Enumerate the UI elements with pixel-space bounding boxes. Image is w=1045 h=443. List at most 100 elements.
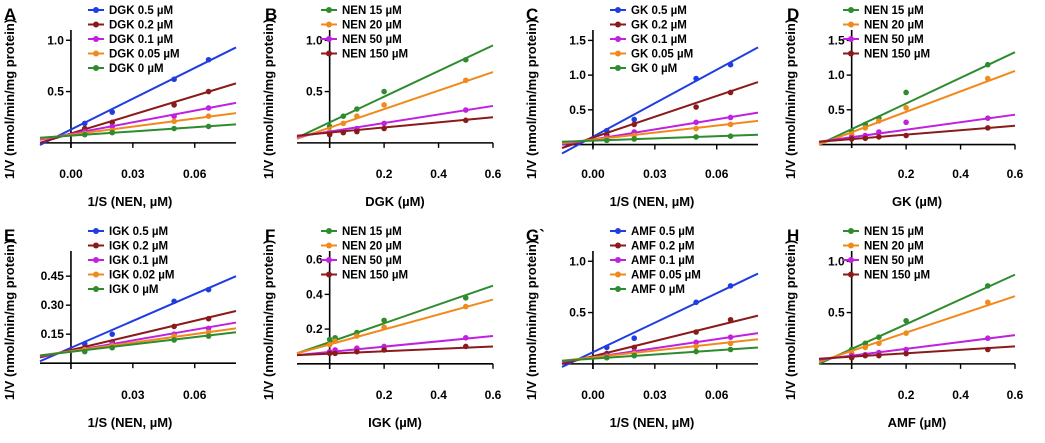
legend-marker: [848, 228, 854, 234]
data-point: [171, 323, 177, 330]
chart-svg: E 0.03 0.06 0.15 0.30 0.45 1/S (NEN, µM) 1/V (n…: [2, 226, 237, 430]
x-tick-label: 0.03: [643, 167, 667, 181]
legend-marker: [615, 271, 621, 278]
fit-line: [561, 338, 759, 362]
data-point: [109, 344, 116, 351]
data-point: [693, 104, 699, 110]
data-point: [326, 341, 333, 348]
legend-marker: [615, 21, 621, 28]
data-point: [354, 106, 360, 112]
data-point: [81, 341, 88, 347]
data-point: [381, 125, 387, 132]
data-point: [462, 343, 469, 350]
y-tick-label: 1.0: [47, 33, 64, 47]
y-axis-title: 1/V (nmol/min/mg protein): [783, 240, 798, 400]
panel-A: A 0.00 0.03 0.06 0.5 1.0 1/S (NEN, µM) 1/V (nmo…: [0, 0, 261, 221]
data-point: [205, 325, 212, 332]
fit-line: [39, 331, 237, 357]
legend-marker: [93, 257, 99, 263]
data-point: [903, 330, 909, 336]
data-point: [340, 120, 347, 127]
legend-marker: [93, 50, 99, 57]
data-point: [984, 115, 991, 121]
data-point: [848, 136, 855, 142]
data-point: [462, 334, 469, 341]
fit-line: [561, 346, 759, 362]
x-tick-label: 0.2: [376, 167, 393, 181]
data-point: [903, 132, 909, 139]
legend-label: NEN 150 µM: [342, 270, 408, 282]
data-point: [381, 102, 387, 108]
x-tick-label: 0.00: [59, 167, 83, 181]
data-point: [354, 128, 360, 135]
legend-marker: [326, 242, 332, 249]
x-axis-title: 1/S (NEN, µM): [610, 415, 695, 430]
legend-marker: [615, 242, 621, 249]
y-tick-label: 1.0: [828, 68, 845, 82]
y-axis-title: 1/V (nmol/min/mg protein): [261, 240, 276, 400]
panel-label: E: [4, 226, 15, 245]
x-axis-title: 1/S (NEN, µM): [610, 194, 695, 209]
data-point: [693, 329, 699, 335]
legend-label: AMF 0.2 µM: [631, 241, 695, 253]
panel-label: A: [4, 5, 16, 24]
legend-label: NEN 50 µM: [342, 255, 402, 267]
x-tick-label: 0.6: [485, 167, 502, 181]
legend-label: AMF 0.1 µM: [631, 255, 695, 267]
x-tick-label: 0.6: [485, 388, 502, 402]
data-point: [693, 343, 699, 350]
y-tick-label: 0.45: [41, 269, 65, 283]
legend-marker: [326, 271, 332, 278]
data-point: [903, 346, 909, 353]
data-point: [109, 109, 116, 115]
data-point: [205, 315, 212, 322]
data-point: [876, 129, 882, 135]
x-tick-label: 0.06: [183, 388, 207, 402]
chart-svg: F 0.2 0.4 0.6 0.2 0.4 0.6 IGK (µM) 1/V (nmol/min…: [261, 226, 502, 430]
data-point: [171, 76, 177, 83]
data-point: [171, 118, 177, 125]
x-tick-label: 0.03: [643, 388, 667, 402]
y-tick-label: 0.15: [41, 327, 65, 341]
data-point: [205, 88, 212, 95]
data-point: [205, 105, 212, 111]
legend-label: IGK 0 µM: [109, 284, 158, 296]
data-point: [876, 352, 882, 359]
panel-B: B 0.2 0.4 0.6 0.5 1.0 DGK (µM) 1/V (nmol/min/mg…: [261, 0, 522, 221]
y-tick-label: 1.5: [828, 33, 845, 47]
y-axis-title: 1/V (nmol/min/mg protein): [2, 240, 17, 400]
y-tick-label: 0.5: [47, 85, 64, 99]
data-point: [340, 113, 347, 119]
legend-marker: [93, 7, 99, 13]
legend-label: NEN 50 µM: [864, 255, 924, 267]
data-point: [171, 337, 177, 343]
legend-marker: [326, 7, 332, 13]
data-point: [693, 75, 699, 82]
legend-marker: [615, 65, 621, 71]
legend-label: IGK 0.2 µM: [109, 241, 168, 253]
legend-marker: [93, 21, 99, 28]
data-point: [81, 348, 88, 355]
y-tick-label: 0.4: [306, 287, 323, 301]
legend-label: NEN 20 µM: [342, 241, 402, 253]
legend-label: GK 0.05 µM: [631, 49, 693, 61]
data-point: [171, 298, 177, 305]
data-point: [876, 334, 882, 340]
legend-marker: [615, 286, 621, 292]
chart-svg: A 0.00 0.03 0.06 0.5 1.0 1/S (NEN, µM) 1/V (nmo…: [2, 5, 237, 209]
panel-H: H 0.2 0.4 0.6 0.5 1.0 AMF (µM) 1/V (nmol/min/mg…: [783, 221, 1044, 442]
data-point: [205, 329, 212, 336]
panel-F: F 0.2 0.4 0.6 0.2 0.4 0.6 IGK (µM) 1/V (nmol/min…: [261, 221, 522, 442]
legend-marker: [93, 242, 99, 249]
legend-marker: [93, 65, 99, 71]
legend-label: AMF 0.5 µM: [631, 226, 695, 238]
legend-label: NEN 50 µM: [342, 34, 402, 46]
legend-label: IGK 0.1 µM: [109, 255, 168, 267]
legend-marker: [326, 228, 332, 234]
data-point: [984, 283, 991, 289]
x-tick-label: 0.4: [952, 388, 969, 402]
chart-svg: H 0.2 0.4 0.6 0.5 1.0 AMF (µM) 1/V (nmol/min/mg…: [783, 226, 1024, 430]
legend-marker: [848, 257, 854, 263]
data-point: [903, 89, 909, 96]
